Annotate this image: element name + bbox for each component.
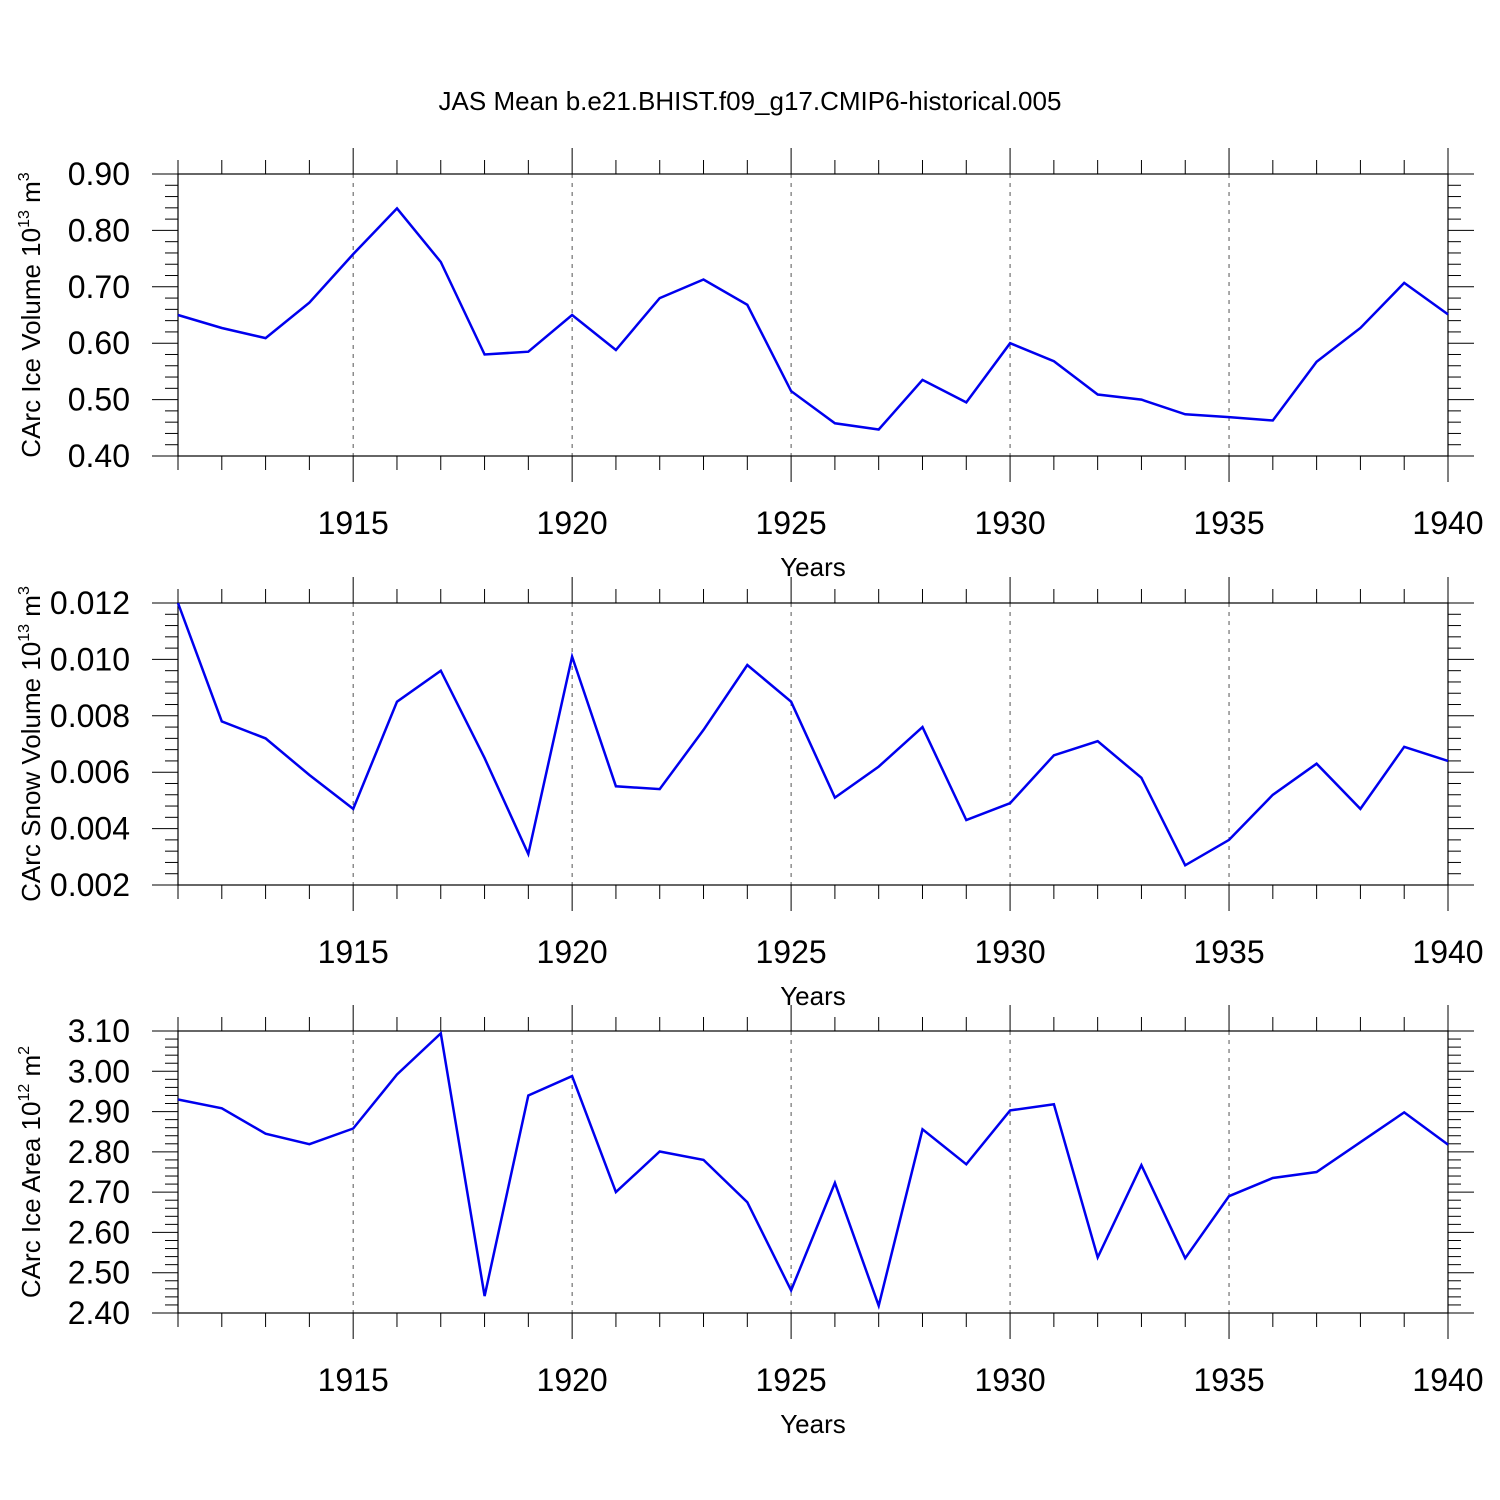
plot-frame	[177, 173, 1449, 457]
y-tick-label: 0.70	[68, 269, 130, 305]
x-tick-label: 1920	[537, 934, 608, 970]
y-tick-label: 3.10	[68, 1013, 130, 1049]
y-axis-label-exponent: 3	[16, 586, 33, 595]
x-tick-label: 1940	[1412, 1362, 1483, 1398]
series-line	[177, 206, 1449, 431]
y-axis-label-text: CArc Ice Area 10	[16, 1102, 46, 1299]
x-tick-label: 1935	[1193, 934, 1264, 970]
y-tick-label: 0.008	[50, 698, 130, 734]
y-tick-label: 0.80	[68, 212, 130, 248]
y-axis-label-exponent: 3	[16, 172, 33, 181]
x-tick-label: 1915	[318, 505, 389, 541]
y-tick-label: 2.50	[68, 1255, 130, 1291]
y-tick-label: 2.90	[68, 1094, 130, 1130]
x-tick-label: 1930	[974, 934, 1045, 970]
x-tick-label: 1920	[537, 1362, 608, 1398]
panel-2: 1915 1920 1925 1930 1935 1940 0.002 0.004 0.006 0…	[16, 577, 1484, 1011]
chart-title: JAS Mean b.e21.BHIST.f09_g17.CMIP6-histo…	[439, 86, 1062, 116]
plot-frame	[177, 602, 1449, 886]
x-tick-label: 1940	[1412, 505, 1483, 541]
y-tick-label: 2.40	[68, 1295, 130, 1331]
x-tick-label: 1930	[974, 505, 1045, 541]
y-tick-label: 0.90	[68, 156, 130, 192]
y-tick-label: 0.010	[50, 641, 130, 677]
panel-3: 1915 1920 1925 1930 1935 1940 2.40 2.50 2.60 2.70…	[16, 1005, 1484, 1439]
x-axis-label: Years	[780, 1409, 846, 1439]
y-axis-label: CArc Ice Volume 1013 m3	[16, 172, 46, 457]
x-tick-label: 1930	[974, 1362, 1045, 1398]
panel-1: 1915 1920 1925 1930 1935 1940 0.40 0.50 0.60 0.70…	[16, 148, 1484, 582]
y-axis-label-text: m	[16, 595, 46, 624]
y-axis-label-exponent: 13	[16, 210, 33, 228]
y-tick-label: 0.60	[68, 325, 130, 361]
x-tick-label: 1940	[1412, 934, 1483, 970]
y-axis-label: CArc Ice Area 1012 m2	[16, 1046, 46, 1298]
x-tick-label: 1920	[537, 505, 608, 541]
x-tick-label: 1935	[1193, 505, 1264, 541]
y-axis-label-exponent: 12	[16, 1084, 33, 1102]
series-line	[176, 602, 1449, 868]
y-axis-label-exponent: 2	[16, 1046, 33, 1055]
x-tick-label: 1925	[756, 1362, 827, 1398]
y-tick-label: 0.40	[68, 438, 130, 474]
x-tick-label: 1935	[1193, 1362, 1264, 1398]
y-axis-label-text: m	[16, 1055, 46, 1084]
x-tick-label: 1915	[318, 1362, 389, 1398]
y-axis-label-text: CArc Ice Volume 10	[16, 228, 46, 458]
y-tick-label: 0.012	[50, 585, 130, 621]
y-tick-label: 3.00	[68, 1053, 130, 1089]
x-tick-label: 1915	[318, 934, 389, 970]
panels: 1915 1920 1925 1930 1935 1940 0.40 0.50 0.60 0.70…	[16, 148, 1484, 1439]
y-tick-label: 2.70	[68, 1174, 130, 1210]
y-axis-label-text: CArc Snow Volume 10	[16, 642, 46, 902]
x-axis-label: Years	[780, 552, 846, 582]
y-axis-label-exponent: 13	[16, 624, 33, 642]
y-tick-label: 2.80	[68, 1134, 130, 1170]
y-tick-label: 0.50	[68, 382, 130, 418]
x-tick-label: 1925	[756, 934, 827, 970]
y-tick-label: 0.002	[50, 867, 130, 903]
y-tick-label: 0.006	[50, 754, 130, 790]
y-tick-label: 2.60	[68, 1214, 130, 1250]
plot-frame	[177, 1030, 1449, 1314]
x-axis-label: Years	[780, 981, 846, 1011]
y-axis-label: CArc Snow Volume 1013 m3	[16, 586, 46, 902]
y-tick-label: 0.004	[50, 811, 130, 847]
x-tick-label: 1925	[756, 505, 827, 541]
series-line	[177, 1030, 1449, 1311]
y-axis-label-text: m	[16, 181, 46, 210]
